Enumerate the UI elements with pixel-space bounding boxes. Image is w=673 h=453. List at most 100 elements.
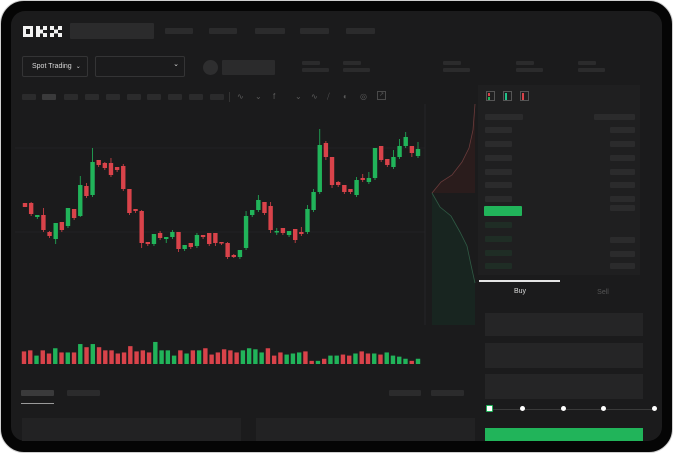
- ask-price[interactable]: [485, 169, 512, 175]
- volume-bar: [146, 352, 152, 364]
- volume-bar: [397, 356, 402, 364]
- candle-body: [133, 209, 138, 211]
- candle: [243, 211, 249, 250]
- filter-button[interactable]: [389, 390, 421, 396]
- total-input[interactable]: [485, 374, 643, 399]
- timeframe-button[interactable]: [168, 94, 182, 100]
- depth-bids-area: [432, 193, 475, 325]
- ask-price[interactable]: [485, 127, 512, 133]
- candle: [323, 141, 329, 160]
- bid-price[interactable]: [485, 250, 512, 256]
- tab-open-orders[interactable]: [21, 390, 54, 396]
- search-input[interactable]: [70, 23, 154, 39]
- book-view-bids-icon[interactable]: [503, 91, 512, 101]
- volume-bar: [228, 350, 233, 364]
- candle-body: [207, 233, 212, 244]
- ask-amount: [610, 205, 635, 211]
- candle-body: [323, 143, 329, 157]
- candle: [219, 242, 224, 245]
- line-tool-icon[interactable]: ∿: [311, 92, 318, 101]
- chevron-down-icon[interactable]: ⌄: [295, 92, 302, 101]
- volume-bar: [409, 360, 414, 364]
- candle: [237, 250, 243, 259]
- settings-icon[interactable]: ◎: [360, 92, 367, 101]
- bid-price[interactable]: [485, 222, 512, 228]
- volume-bar: [271, 355, 277, 364]
- fx-icon[interactable]: f: [273, 92, 276, 101]
- volume-bar: [315, 360, 321, 364]
- timeframe-button[interactable]: [106, 94, 120, 100]
- candle-body: [121, 166, 126, 189]
- candle: [102, 162, 108, 170]
- candle-body: [47, 232, 52, 236]
- candle: [231, 254, 236, 258]
- slider-stop[interactable]: [652, 406, 657, 411]
- timeframe-button[interactable]: [64, 94, 78, 100]
- amount-slider-handle[interactable]: [486, 405, 493, 412]
- nav-item[interactable]: [255, 28, 285, 34]
- pair-dropdown[interactable]: ⌄: [95, 56, 185, 77]
- candle-body: [335, 182, 341, 185]
- market-type-dropdown[interactable]: Spot Trading ⌄: [22, 56, 88, 77]
- volume-bar: [347, 355, 352, 364]
- timeframe-button[interactable]: [22, 94, 36, 100]
- bid-amount: [610, 237, 635, 243]
- candle-body: [391, 157, 396, 167]
- timeframe-button[interactable]: [210, 94, 224, 100]
- nav-item[interactable]: [300, 28, 329, 34]
- market-type-label: Spot Trading: [32, 63, 72, 70]
- tab-order-history[interactable]: [67, 390, 100, 396]
- ask-price[interactable]: [485, 182, 512, 188]
- candle: [35, 215, 40, 219]
- buy-tab[interactable]: Buy: [513, 288, 527, 295]
- volume-bar: [21, 351, 27, 364]
- nav-item[interactable]: [346, 28, 375, 34]
- indicator-icon[interactable]: ⌄: [255, 92, 262, 101]
- candle: [176, 232, 181, 252]
- book-view-asks-icon[interactable]: [520, 91, 529, 101]
- volume-bar: [40, 350, 45, 364]
- camera-icon[interactable]: ◐: [343, 92, 348, 101]
- candle: [262, 202, 267, 215]
- candle: [342, 185, 347, 194]
- slider-stop[interactable]: [601, 406, 606, 411]
- timeframe-button[interactable]: [42, 94, 56, 100]
- buy-submit-button[interactable]: [485, 428, 643, 441]
- fullscreen-icon[interactable]: ↗: [377, 91, 386, 100]
- buy-tab-underline: [479, 280, 560, 282]
- amount-input[interactable]: [485, 343, 643, 368]
- candle: [151, 234, 157, 246]
- volume-bar: [278, 352, 283, 364]
- ruler-icon[interactable]: ⧸: [327, 92, 330, 101]
- candle-body: [213, 233, 218, 243]
- bid-price[interactable]: [485, 236, 512, 242]
- timeframe-button[interactable]: [127, 94, 141, 100]
- volume-bar: [71, 352, 77, 364]
- chart-type-icon[interactable]: ∿: [237, 92, 244, 101]
- book-view-both-icon[interactable]: [486, 91, 495, 101]
- timeframe-button[interactable]: [147, 94, 161, 100]
- timeframe-button[interactable]: [85, 94, 99, 100]
- candle: [71, 209, 77, 220]
- amount-slider-track[interactable]: [489, 408, 656, 410]
- nav-item[interactable]: [209, 28, 237, 34]
- ask-price[interactable]: [485, 141, 512, 147]
- ask-price[interactable]: [485, 196, 512, 202]
- slider-stop[interactable]: [520, 406, 525, 411]
- slider-stop[interactable]: [561, 406, 566, 411]
- ask-price[interactable]: [485, 155, 512, 161]
- bid-price[interactable]: [485, 263, 512, 269]
- timeframe-button[interactable]: [189, 94, 203, 100]
- volume-bar: [28, 350, 33, 364]
- volume-bar: [334, 355, 339, 364]
- candle-body: [250, 210, 255, 215]
- volume-bar: [59, 352, 64, 364]
- view-all-button[interactable]: [431, 390, 464, 396]
- sell-tab[interactable]: Sell: [597, 289, 609, 296]
- volume-bar: [196, 350, 202, 364]
- volume-bar: [53, 348, 58, 364]
- price-input[interactable]: [485, 313, 643, 336]
- nav-item[interactable]: [165, 28, 193, 34]
- volume-bar: [390, 355, 396, 364]
